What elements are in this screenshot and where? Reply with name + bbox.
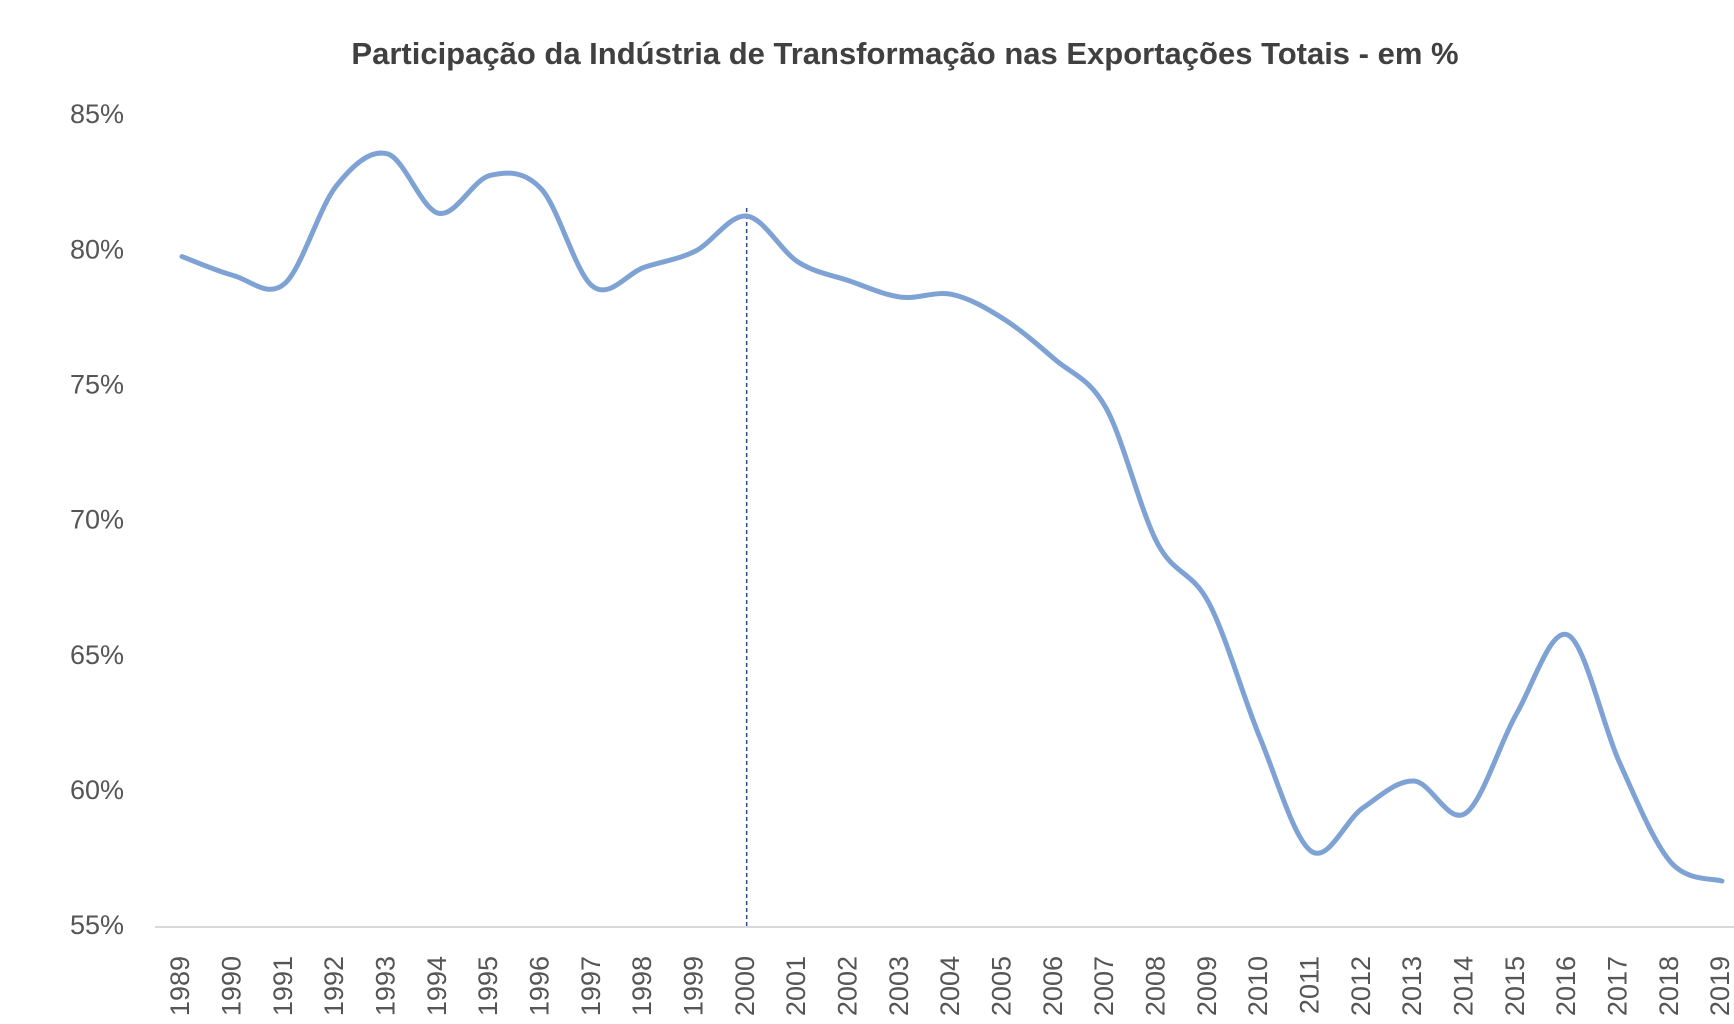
x-tick-label: 2012 <box>1346 956 1376 1016</box>
x-tick-label: 2002 <box>832 956 862 1016</box>
x-tick-label: 1992 <box>319 956 349 1016</box>
x-tick-label: 1998 <box>627 956 657 1016</box>
x-tick-label: 1991 <box>268 956 298 1016</box>
x-tick-label: 2006 <box>1038 956 1068 1016</box>
y-tick-label: 65% <box>70 640 124 670</box>
x-tick-label: 2005 <box>986 956 1016 1016</box>
x-tick-label: 2014 <box>1448 956 1478 1016</box>
x-tick-label: 1993 <box>370 956 400 1016</box>
x-tick-label: 2019 <box>1705 956 1734 1016</box>
y-tick-label: 85% <box>70 99 124 129</box>
y-tick-label: 75% <box>70 369 124 399</box>
y-tick-label: 55% <box>70 910 124 940</box>
chart-title: Participação da Indústria de Transformaç… <box>351 36 1458 71</box>
x-tick-label: 1997 <box>576 956 606 1016</box>
x-tick-label: 2015 <box>1500 956 1530 1016</box>
y-tick-label: 80% <box>70 234 124 264</box>
x-tick-label: 2013 <box>1397 956 1427 1016</box>
x-tick-label: 2010 <box>1243 956 1273 1016</box>
x-tick-label: 2007 <box>1089 956 1119 1016</box>
x-tick-label: 2004 <box>935 956 965 1016</box>
x-tick-label: 1989 <box>165 956 195 1016</box>
y-tick-label: 60% <box>70 775 124 805</box>
y-tick-label: 70% <box>70 505 124 535</box>
x-tick-label: 2017 <box>1602 956 1632 1016</box>
x-tick-label: 1995 <box>473 956 503 1016</box>
x-tick-label: 2011 <box>1294 956 1324 1014</box>
x-tick-label: 1990 <box>216 956 246 1016</box>
x-tick-label: 2009 <box>1192 956 1222 1016</box>
x-tick-label: 2001 <box>781 956 811 1016</box>
x-tick-label: 2003 <box>884 956 914 1016</box>
x-tick-label: 1999 <box>678 956 708 1016</box>
x-tick-label: 2000 <box>730 956 760 1016</box>
x-tick-label: 2016 <box>1551 956 1581 1016</box>
x-tick-label: 2008 <box>1140 956 1170 1016</box>
series-line <box>179 150 1725 884</box>
x-tick-label: 1996 <box>524 956 554 1016</box>
x-tick-label: 2018 <box>1654 956 1684 1016</box>
x-tick-label: 1994 <box>422 956 452 1016</box>
